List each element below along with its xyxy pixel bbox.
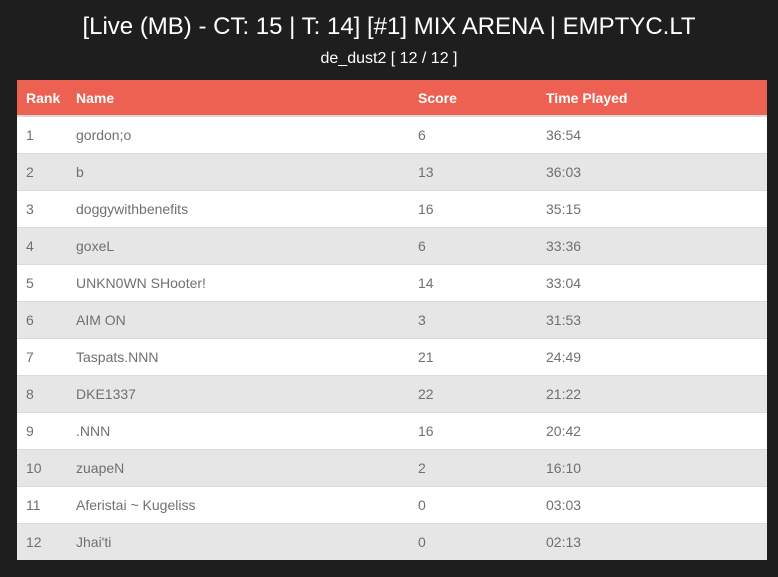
- cell-time-played: 36:54: [537, 115, 767, 153]
- cell-player-name: zuapeN: [67, 448, 409, 486]
- cell-score: 16: [409, 189, 537, 227]
- cell-time-played: 36:03: [537, 152, 767, 190]
- cell-time-played: 21:22: [537, 374, 767, 412]
- table-row: 11 Aferistai ~ Kugeliss 0 03:03: [17, 485, 767, 523]
- cell-time-played: 24:49: [537, 337, 767, 375]
- cell-score: 6: [409, 226, 537, 264]
- cell-score: 0: [409, 522, 537, 560]
- cell-rank: 2: [17, 152, 67, 190]
- table-row: 9 .NNN 16 20:42: [17, 411, 767, 449]
- cell-score: 0: [409, 485, 537, 523]
- column-header-rank[interactable]: Rank: [17, 80, 67, 117]
- cell-rank: 10: [17, 448, 67, 486]
- cell-score: 14: [409, 263, 537, 301]
- cell-rank: 8: [17, 374, 67, 412]
- cell-score: 22: [409, 374, 537, 412]
- column-header-time-played[interactable]: Time Played: [537, 80, 767, 117]
- cell-player-name: doggywithbenefits: [67, 189, 409, 227]
- cell-score: 13: [409, 152, 537, 190]
- table-row: 7 Taspats.NNN 21 24:49: [17, 337, 767, 375]
- table-row: 4 goxeL 6 33:36: [17, 226, 767, 264]
- column-header-score[interactable]: Score: [409, 80, 537, 117]
- cell-rank: 4: [17, 226, 67, 264]
- table-row: 1 gordon;o 6 36:54: [17, 115, 767, 153]
- cell-player-name: Aferistai ~ Kugeliss: [67, 485, 409, 523]
- table-row: 3 doggywithbenefits 16 35:15: [17, 189, 767, 227]
- cell-time-played: 16:10: [537, 448, 767, 486]
- cell-rank: 1: [17, 115, 67, 153]
- cell-player-name: goxeL: [67, 226, 409, 264]
- map-player-count: de_dust2 [ 12 / 12 ]: [320, 50, 458, 67]
- cell-rank: 3: [17, 189, 67, 227]
- cell-time-played: 02:13: [537, 522, 767, 560]
- cell-player-name: DKE1337: [67, 374, 409, 412]
- cell-player-name: gordon;o: [67, 115, 409, 153]
- cell-score: 16: [409, 411, 537, 449]
- table-row: 5 UNKN0WN SHooter! 14 33:04: [17, 263, 767, 301]
- cell-rank: 12: [17, 522, 67, 560]
- table-row: 6 AIM ON 3 31:53: [17, 300, 767, 338]
- table-row: 8 DKE1337 22 21:22: [17, 374, 767, 412]
- cell-time-played: 03:03: [537, 485, 767, 523]
- cell-rank: 5: [17, 263, 67, 301]
- table-header-row: Rank Name Score Time Played: [17, 80, 767, 117]
- cell-player-name: .NNN: [67, 411, 409, 449]
- cell-score: 21: [409, 337, 537, 375]
- cell-rank: 9: [17, 411, 67, 449]
- player-table: Rank Name Score Time Played 1 gordon;o 6…: [17, 80, 767, 560]
- cell-rank: 11: [17, 485, 67, 523]
- column-header-name[interactable]: Name: [67, 80, 409, 117]
- cell-time-played: 35:15: [537, 189, 767, 227]
- cell-time-played: 33:36: [537, 226, 767, 264]
- cell-rank: 7: [17, 337, 67, 375]
- cell-time-played: 33:04: [537, 263, 767, 301]
- cell-time-played: 31:53: [537, 300, 767, 338]
- cell-player-name: Taspats.NNN: [67, 337, 409, 375]
- cell-score: 2: [409, 448, 537, 486]
- cell-player-name: b: [67, 152, 409, 190]
- server-title: [Live (MB) - CT: 15 | T: 14] [#1] MIX AR…: [82, 13, 696, 40]
- cell-time-played: 20:42: [537, 411, 767, 449]
- cell-rank: 6: [17, 300, 67, 338]
- cell-player-name: Jhai'ti: [67, 522, 409, 560]
- table-row: 2 b 13 36:03: [17, 152, 767, 190]
- cell-player-name: UNKN0WN SHooter!: [67, 263, 409, 301]
- cell-score: 3: [409, 300, 537, 338]
- table-row: 10 zuapeN 2 16:10: [17, 448, 767, 486]
- cell-player-name: AIM ON: [67, 300, 409, 338]
- cell-score: 6: [409, 115, 537, 153]
- table-row: 12 Jhai'ti 0 02:13: [17, 522, 767, 560]
